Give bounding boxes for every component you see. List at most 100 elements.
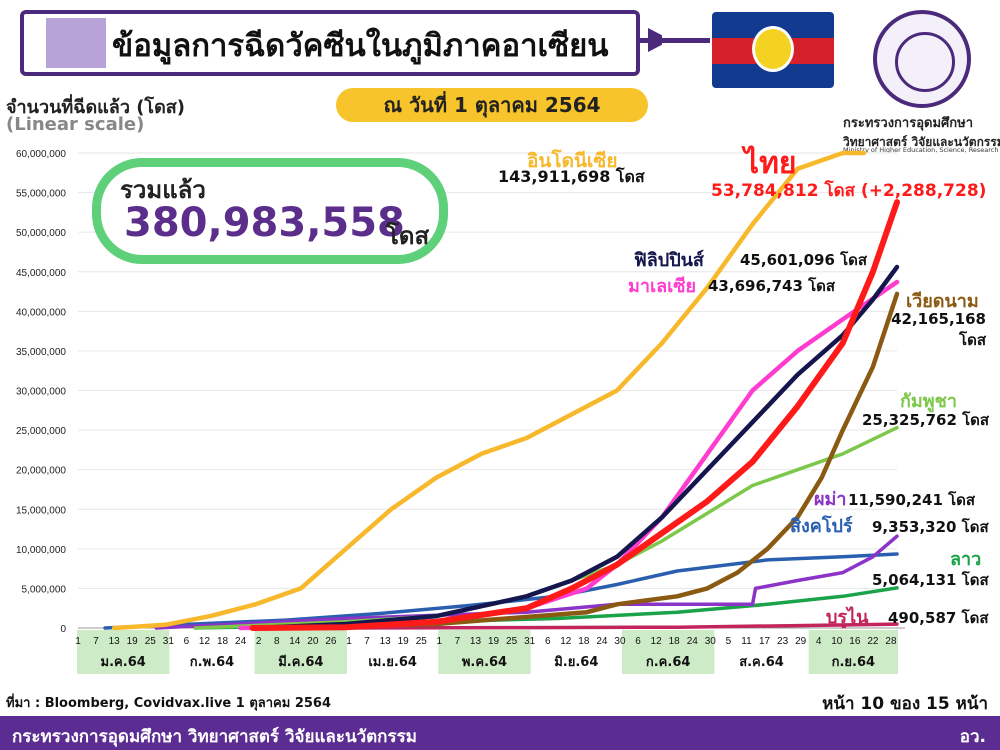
series-line-9 (344, 622, 899, 630)
header-bar (20, 10, 640, 76)
x-tick-label: 7 (93, 636, 99, 647)
total-label: รวมแล้ว (120, 176, 206, 204)
x-tick-label: 28 (885, 636, 897, 647)
ministry-emblem-icon (873, 10, 971, 108)
x-tick-label: 31 (163, 636, 175, 647)
x-tick-label: 12 (651, 636, 663, 647)
x-tick-label: 1 (437, 636, 443, 647)
ministry-name-en: Ministry of Higher Education, Science, R… (843, 146, 1000, 154)
asean-flag-icon (712, 12, 834, 88)
label-singapore-value: 9,353,320 โดส (872, 518, 989, 536)
x-tick-label: 11 (741, 636, 752, 647)
label-myanmar-value: 11,590,241 โดส (848, 491, 976, 509)
date-badge: ณ วันที่ 1 ตุลาคม 2564 (336, 88, 648, 122)
vaccination-line-chart: 0 5,000,000 10,000,000 15,000,000 20,000,000… (16, 149, 905, 674)
x-tick-label: 6 (635, 636, 641, 647)
x-tick-label: 16 (849, 636, 861, 647)
label-philippines-value: 45,601,096 โดส (740, 251, 868, 269)
x-tick-label: 29 (795, 636, 807, 647)
x-tick-label: 13 (470, 636, 482, 647)
x-tick-label: 17 (759, 636, 771, 647)
month-band (77, 630, 170, 674)
x-tick-label: 24 (687, 636, 699, 647)
label-singapore-name: สิงคโปร์ (790, 516, 853, 537)
x-tick-label: 24 (596, 636, 608, 647)
x-tick-label: 31 (524, 636, 536, 647)
x-tick-label: 7 (455, 636, 461, 647)
footer-ministry: กระทรวงการอุดมศึกษา วิทยาศาสตร์ วิจัยและ… (12, 727, 417, 747)
label-vietnam-value: 42,165,168 โดส (891, 310, 986, 349)
month-band (438, 630, 531, 674)
x-tick-label: 25 (145, 636, 157, 647)
label-malaysia-name: มาเลเซีย (628, 276, 697, 297)
x-tick-label: 4 (816, 636, 822, 647)
x-tick-label: 19 (398, 636, 410, 647)
page-number: หน้า 10 ของ 15 หน้า (822, 694, 988, 714)
x-tick-label: 2 (256, 636, 262, 647)
source-note: ที่มา : Bloomberg, Covidvax.live 1 ตุลาค… (6, 696, 332, 711)
month-label: ก.ค.64 (646, 655, 691, 670)
x-tick-label: 30 (614, 636, 626, 647)
label-indonesia-value: 143,911,698 โดส (498, 167, 645, 186)
footer-bar: กระทรวงการอุดมศึกษา วิทยาศาสตร์ วิจัยและ… (0, 716, 1000, 750)
x-tick-label: 18 (669, 636, 681, 647)
x-tick-label: 22 (867, 636, 879, 647)
y-tick-label: 35,000,000 (16, 347, 66, 358)
y-tick-label: 55,000,000 (16, 189, 66, 200)
label-malaysia-value: 43,696,743 โดส (708, 277, 836, 295)
x-tick-label: 18 (578, 636, 590, 647)
y-tick-label: 60,000,000 (16, 149, 66, 160)
series-line-4 (274, 291, 900, 631)
label-cambodia-name: กัมพูชา (900, 391, 957, 412)
x-tick-label: 8 (274, 636, 280, 647)
label-thailand-value: 53,784,812 โดส (+2,288,728) (711, 181, 987, 201)
x-tick-label: 7 (364, 636, 370, 647)
month-label: พ.ค.64 (462, 655, 507, 670)
month-label: เม.ย.64 (368, 655, 417, 670)
month-label: มี.ค.64 (278, 654, 323, 670)
y-tick-label: 5,000,000 (22, 584, 67, 595)
series-line-3 (238, 279, 900, 631)
x-tick-label: 30 (705, 636, 717, 647)
month-band (254, 630, 347, 674)
page-title: ข้อมูลการฉีดวัคซีนในภูมิภาคอาเซียน (112, 28, 609, 64)
y-scale-label: (Linear scale) (6, 114, 145, 135)
total-value: 380,983,558 (124, 200, 405, 246)
total-box (92, 158, 448, 264)
x-tick-label: 25 (416, 636, 428, 647)
label-brunei-value: 490,587 โดส (888, 609, 989, 627)
header-square (46, 18, 106, 68)
month-label: มิ.ย.64 (554, 655, 598, 670)
x-tick-label: 23 (777, 636, 789, 647)
y-axis-label: จำนวนที่ฉีดแล้ว (โดส) (6, 97, 185, 118)
label-philippines-name: ฟิลิปปินส์ (634, 250, 704, 271)
month-band (808, 630, 898, 674)
x-tick-label: 13 (109, 636, 121, 647)
label-vietnam-name: เวียดนาม (906, 291, 979, 312)
series-line-0 (111, 150, 867, 631)
x-tick-label: 12 (199, 636, 211, 647)
x-tick-label: 18 (217, 636, 229, 647)
month-label: ก.พ.64 (190, 655, 234, 670)
y-tick-label: 40,000,000 (16, 307, 66, 318)
series-line-6 (154, 534, 899, 630)
x-tick-label: 1 (346, 636, 352, 647)
y-tick-label: 0 (60, 624, 66, 635)
label-myanmar-name: ผม่า (814, 489, 847, 510)
x-tick-label: 1 (75, 636, 81, 647)
syringe-needle (640, 38, 710, 43)
total-unit: โดส (386, 222, 430, 250)
x-tick-label: 20 (307, 636, 319, 647)
label-cambodia-value: 25,325,762 โดส (862, 411, 990, 429)
label-indonesia-name: อินโดนีเซีย (527, 150, 618, 172)
series-line-1 (249, 199, 900, 631)
x-tick-label: 5 (726, 636, 732, 647)
y-tick-label: 10,000,000 (16, 545, 66, 556)
y-tick-label: 30,000,000 (16, 387, 66, 398)
x-tick-label: 25 (506, 636, 518, 647)
x-tick-label: 12 (560, 636, 572, 647)
month-label: ก.ย.64 (832, 655, 875, 670)
x-tick-label: 6 (184, 636, 190, 647)
series-line-2 (250, 264, 900, 631)
month-label: ม.ค.64 (101, 655, 146, 670)
